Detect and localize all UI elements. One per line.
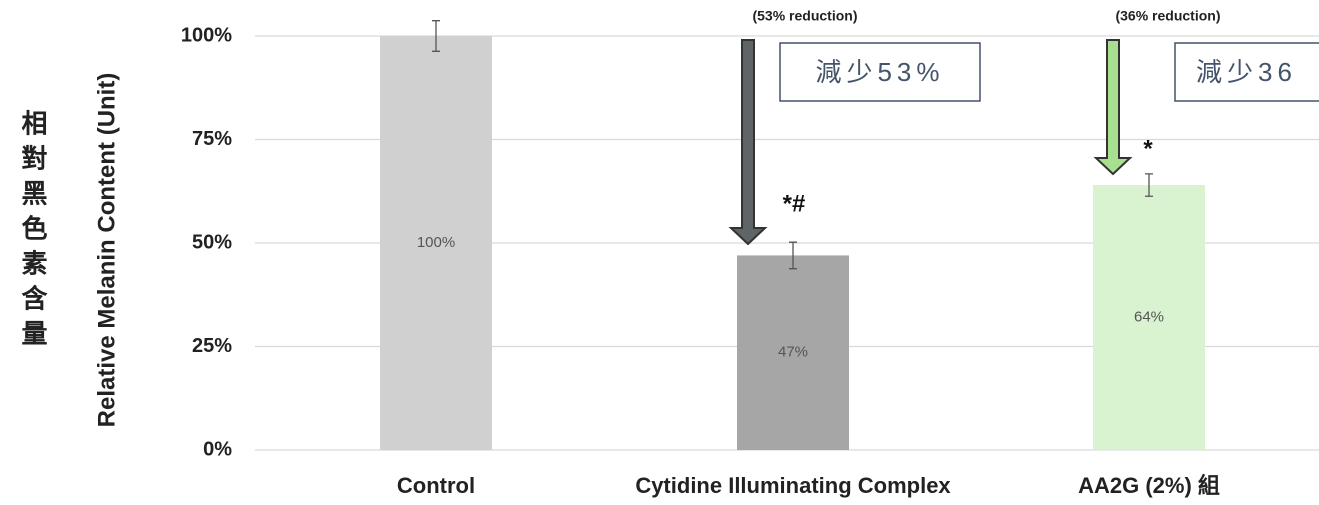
annotation: 減少36: [1196, 57, 1297, 87]
value-label: 64%: [1134, 308, 1164, 325]
y-tick-label: 25%: [192, 335, 232, 357]
x-tick-label: Cytidine Illuminating Complex: [635, 473, 951, 498]
y-tick-label: 100%: [181, 24, 232, 46]
annotation-box: [779, 42, 981, 102]
value-label: 47%: [778, 344, 808, 361]
y-axis-label-cn: 相對黑色素含量: [18, 109, 48, 354]
y-tick-label: 50%: [192, 231, 232, 253]
x-tick-label: Control: [397, 473, 475, 498]
y-tick-label: 0%: [203, 438, 232, 460]
value-label: 100%: [417, 234, 455, 251]
annotation: (53% reduction): [752, 8, 857, 24]
arrow-cytidine: [728, 39, 768, 246]
bar: [737, 255, 849, 450]
annotation-box: [1174, 42, 1319, 102]
plot: 0% 25% 50% 75% 100% 100% Control 47% Cytidine Il…: [181, 20, 1319, 498]
bar: [380, 36, 492, 450]
y-tick-label: 75%: [192, 128, 232, 150]
bar: [1093, 185, 1205, 451]
arrow-aa2g: [1093, 39, 1133, 176]
significance: *#: [783, 190, 806, 217]
error-bar: [432, 20, 440, 52]
y-axis-label: Relative Melanin Content (Unit): [93, 73, 120, 428]
significance: *: [1143, 135, 1153, 162]
annotation: (36% reduction): [1115, 8, 1220, 24]
x-tick-label: AA2G (2%) 組: [1078, 473, 1220, 498]
annotation: 減少53%: [815, 57, 944, 87]
error-bar: [789, 241, 797, 270]
error-bar: [1145, 173, 1153, 197]
